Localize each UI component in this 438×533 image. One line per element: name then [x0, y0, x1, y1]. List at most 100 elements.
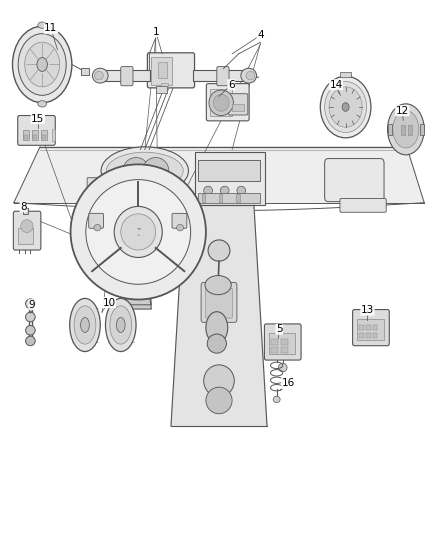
- Ellipse shape: [206, 387, 232, 414]
- Bar: [198, 160, 260, 181]
- Ellipse shape: [25, 42, 60, 87]
- Ellipse shape: [74, 306, 96, 344]
- Text: 5: 5: [276, 324, 283, 334]
- Text: 16: 16: [281, 378, 295, 389]
- Ellipse shape: [207, 334, 226, 353]
- FancyBboxPatch shape: [148, 53, 194, 88]
- Bar: [237, 194, 240, 201]
- Text: ⌁: ⌁: [136, 225, 140, 231]
- Ellipse shape: [209, 90, 233, 116]
- Bar: [269, 333, 295, 354]
- FancyBboxPatch shape: [201, 282, 237, 322]
- FancyBboxPatch shape: [172, 213, 187, 228]
- Bar: [103, 70, 150, 82]
- Ellipse shape: [25, 336, 35, 346]
- Bar: [420, 124, 424, 135]
- Bar: [33, 135, 37, 139]
- Bar: [193, 70, 245, 82]
- Ellipse shape: [213, 94, 229, 111]
- Ellipse shape: [70, 298, 100, 352]
- Text: 13: 13: [361, 305, 374, 315]
- Bar: [359, 325, 364, 330]
- Ellipse shape: [204, 365, 234, 397]
- FancyBboxPatch shape: [121, 67, 133, 86]
- Ellipse shape: [143, 158, 169, 184]
- Ellipse shape: [71, 164, 206, 300]
- Ellipse shape: [92, 68, 108, 83]
- Bar: [366, 333, 371, 338]
- Ellipse shape: [21, 220, 33, 232]
- Text: 6: 6: [228, 80, 234, 90]
- Bar: [42, 135, 46, 139]
- Polygon shape: [171, 205, 267, 426]
- Ellipse shape: [81, 318, 89, 333]
- Ellipse shape: [279, 364, 287, 372]
- Bar: [340, 72, 351, 77]
- Bar: [272, 348, 279, 353]
- FancyBboxPatch shape: [205, 288, 233, 318]
- Ellipse shape: [241, 68, 257, 83]
- Ellipse shape: [206, 312, 228, 344]
- Bar: [281, 348, 288, 353]
- Text: 8: 8: [20, 202, 27, 212]
- Ellipse shape: [123, 158, 149, 184]
- Ellipse shape: [246, 71, 255, 80]
- Ellipse shape: [208, 240, 230, 261]
- Bar: [359, 333, 364, 338]
- FancyBboxPatch shape: [353, 310, 389, 346]
- Polygon shape: [14, 147, 424, 203]
- Bar: [52, 129, 55, 141]
- Ellipse shape: [18, 34, 66, 95]
- Ellipse shape: [273, 396, 280, 402]
- Ellipse shape: [117, 318, 125, 333]
- Bar: [198, 193, 260, 203]
- FancyBboxPatch shape: [340, 198, 386, 212]
- Bar: [23, 131, 29, 140]
- Ellipse shape: [388, 104, 424, 155]
- Ellipse shape: [37, 58, 47, 71]
- Bar: [81, 68, 89, 75]
- FancyBboxPatch shape: [13, 211, 41, 250]
- Text: 14: 14: [329, 80, 343, 90]
- Bar: [210, 90, 232, 116]
- Ellipse shape: [205, 276, 231, 295]
- FancyBboxPatch shape: [229, 94, 248, 115]
- Bar: [22, 208, 28, 214]
- Ellipse shape: [25, 299, 35, 309]
- Ellipse shape: [86, 180, 191, 284]
- Polygon shape: [125, 277, 151, 305]
- Ellipse shape: [38, 101, 46, 107]
- Ellipse shape: [237, 186, 246, 195]
- Text: 11: 11: [44, 23, 57, 34]
- Polygon shape: [125, 277, 151, 309]
- Bar: [366, 325, 371, 330]
- Ellipse shape: [320, 76, 371, 138]
- Bar: [357, 319, 384, 340]
- FancyBboxPatch shape: [217, 67, 229, 86]
- Ellipse shape: [121, 214, 155, 250]
- Text: 9: 9: [29, 300, 35, 310]
- FancyBboxPatch shape: [87, 177, 115, 196]
- Bar: [161, 83, 168, 88]
- Bar: [373, 325, 378, 330]
- Ellipse shape: [325, 82, 367, 133]
- Bar: [18, 228, 33, 244]
- Bar: [32, 131, 38, 140]
- Ellipse shape: [329, 87, 362, 127]
- Ellipse shape: [106, 298, 136, 352]
- Ellipse shape: [101, 147, 188, 195]
- Ellipse shape: [95, 71, 103, 80]
- Bar: [388, 124, 392, 135]
- Ellipse shape: [25, 326, 35, 335]
- Ellipse shape: [220, 186, 229, 195]
- Ellipse shape: [177, 224, 184, 231]
- Ellipse shape: [12, 26, 72, 103]
- FancyBboxPatch shape: [206, 84, 249, 121]
- Ellipse shape: [106, 152, 183, 189]
- Text: 15: 15: [31, 114, 44, 124]
- Bar: [158, 62, 166, 78]
- Bar: [41, 131, 46, 140]
- Ellipse shape: [94, 224, 101, 231]
- Ellipse shape: [38, 22, 46, 28]
- Ellipse shape: [342, 103, 349, 111]
